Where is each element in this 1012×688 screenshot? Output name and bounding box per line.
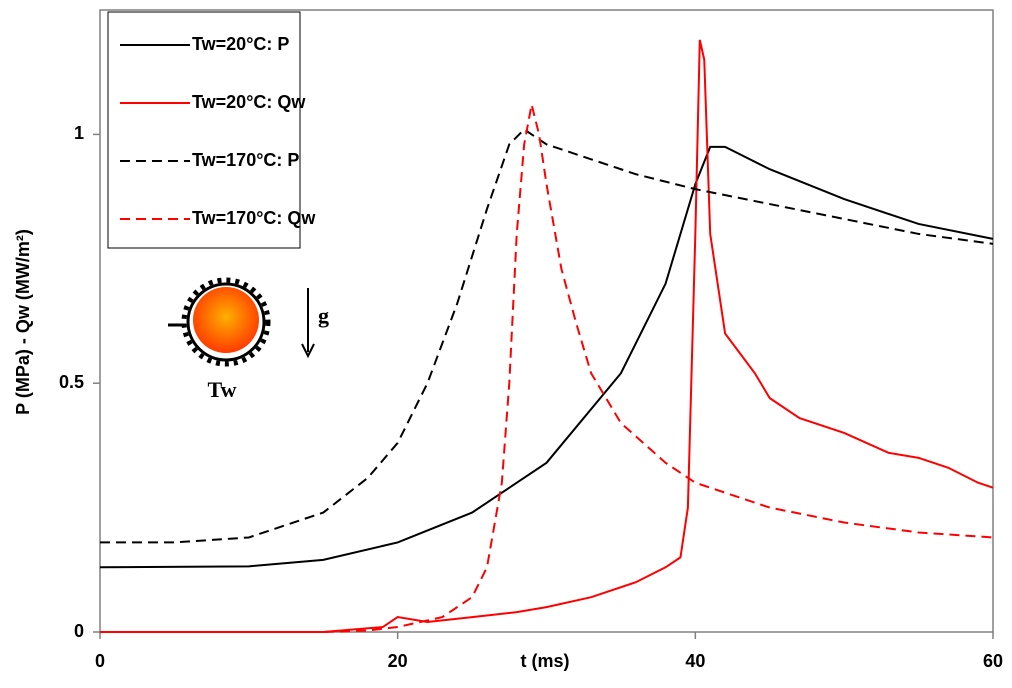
x-tick-label: 60 bbox=[983, 651, 1003, 671]
legend-label: Tw=20°C: Qw bbox=[192, 92, 306, 112]
x-tick-label: 20 bbox=[388, 651, 408, 671]
series-line bbox=[100, 39, 994, 633]
y-tick-label: 0 bbox=[74, 621, 84, 641]
annotation-tw: Tw bbox=[208, 377, 237, 402]
legend-box bbox=[107, 11, 301, 249]
y-axis-label: P (MPa) - Qw (MW/m²) bbox=[13, 229, 33, 415]
y-tick-label: 0.5 bbox=[59, 372, 84, 392]
series-line bbox=[100, 104, 994, 633]
inset-drawing bbox=[168, 277, 315, 367]
plot-frame bbox=[99, 9, 994, 633]
y-tick-label: 1 bbox=[74, 123, 84, 143]
series-line bbox=[100, 128, 994, 544]
legend-label: Tw=170°C: Qw bbox=[192, 208, 316, 228]
legend-label: Tw=170°C: P bbox=[192, 150, 299, 170]
legend-label: Tw=20°C: P bbox=[192, 34, 289, 54]
x-tick-label: 0 bbox=[95, 651, 105, 671]
x-axis-label: t (ms) bbox=[521, 651, 570, 671]
annotation-g: g bbox=[318, 303, 329, 328]
series-line bbox=[99, 145, 994, 569]
x-tick-label: 40 bbox=[685, 651, 705, 671]
